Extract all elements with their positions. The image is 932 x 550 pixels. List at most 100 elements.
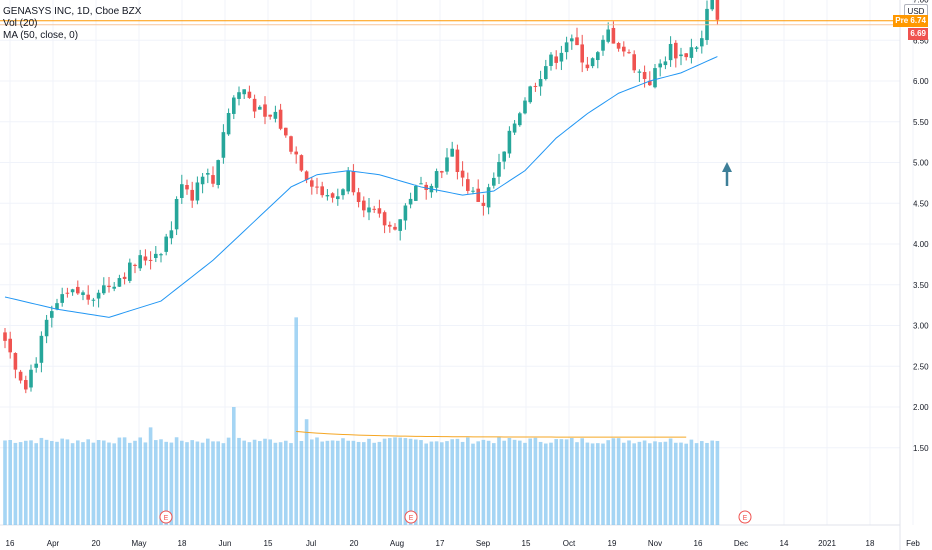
candle-body [460,170,465,178]
volume-bar [273,442,278,525]
candle-body [325,195,330,197]
volume-bar [466,437,470,525]
candle-body [700,38,704,47]
volume-bar [362,442,366,525]
volume-bar [632,443,636,525]
candle-body [91,299,96,301]
y-tick-label: 6.00 [913,77,929,86]
volume-bar [237,437,241,525]
candle-body [450,148,454,157]
x-tick-label: 18 [178,539,187,548]
volume-bar [289,443,293,525]
volume-bar [648,443,652,525]
candle-body [471,190,475,192]
volume-bar [138,437,142,525]
x-tick-label: Aug [390,539,404,548]
earnings-marker [159,510,173,524]
candle-body [174,198,179,230]
candle-body [512,123,517,133]
candle-body [65,292,70,294]
x-tick-label: 16 [694,539,703,548]
candle-body [596,52,600,61]
volume-bar [455,438,460,525]
volume-bar [29,440,33,525]
y-tick-label: 5.50 [913,118,929,127]
candle-body [304,171,309,180]
candle-body [122,276,127,279]
volume-bar [616,438,621,525]
candle-body [258,106,262,110]
volume-bar [299,440,304,525]
candle-body [133,264,137,266]
candle-body [549,54,553,66]
x-tick-label: 18 [866,539,875,548]
candle-body [216,160,220,185]
volume-bar [622,442,626,525]
candle-body [492,177,496,186]
volume-bar [34,443,38,525]
candle-body [388,224,392,227]
volume-bar [564,439,569,525]
candle-body [622,46,626,52]
volume-bar [528,438,532,525]
candle-body [164,236,168,252]
candle-body [611,27,616,44]
volume-bar [580,438,584,525]
candle-body [299,155,304,171]
x-tick-label: Jul [306,539,316,548]
candle-body [466,179,470,191]
volume-bar [710,440,714,525]
volume-bar [523,442,527,525]
earnings-marker [738,510,752,524]
candle-body [538,79,543,87]
candle-body [674,42,678,59]
x-tick-label: Oct [563,539,576,548]
candle-body [55,303,59,310]
volume-bar [294,317,298,525]
volume-bar [315,437,319,525]
volume-bar [585,442,590,525]
volume-bar [278,442,283,525]
volume-bar [320,441,324,525]
candle-body [637,71,642,73]
volume-bar [627,440,631,525]
candle-body [689,47,694,58]
candle-body [102,285,106,294]
candle-body [128,262,132,281]
candle-body [398,219,402,231]
candle-body [190,189,194,201]
candle-body [148,259,153,261]
volume-bar [460,441,465,525]
candle-body [117,278,122,287]
candle-body [60,294,64,303]
y-tick-label: 4.00 [913,240,929,249]
volume-bar [351,440,356,525]
volume-bar [606,440,610,525]
volume-bar [538,441,543,525]
volume-bar [486,440,491,525]
candle-body [616,42,621,49]
volume-bar [164,441,168,525]
volume-bar [102,440,106,525]
candle-body [455,149,460,173]
candle-body [502,151,506,162]
x-tick-label: 15 [522,539,531,548]
volume-bar [679,442,683,525]
candle-body [278,109,283,129]
candle-body [445,157,449,172]
volume-bar [674,442,678,525]
earnings-marker-label: E [409,515,414,522]
x-tick-label: Nov [648,539,662,548]
volume-bar [190,440,194,525]
candle-body [668,43,673,61]
candle-body [554,56,558,63]
volume-bar [258,441,262,525]
candle-body [107,285,111,288]
earnings-marker [404,510,418,524]
volume-bar [247,442,252,525]
candle-body [440,171,444,173]
candle-body [330,193,335,198]
volume-bar [117,437,122,525]
candle-body [518,113,522,126]
